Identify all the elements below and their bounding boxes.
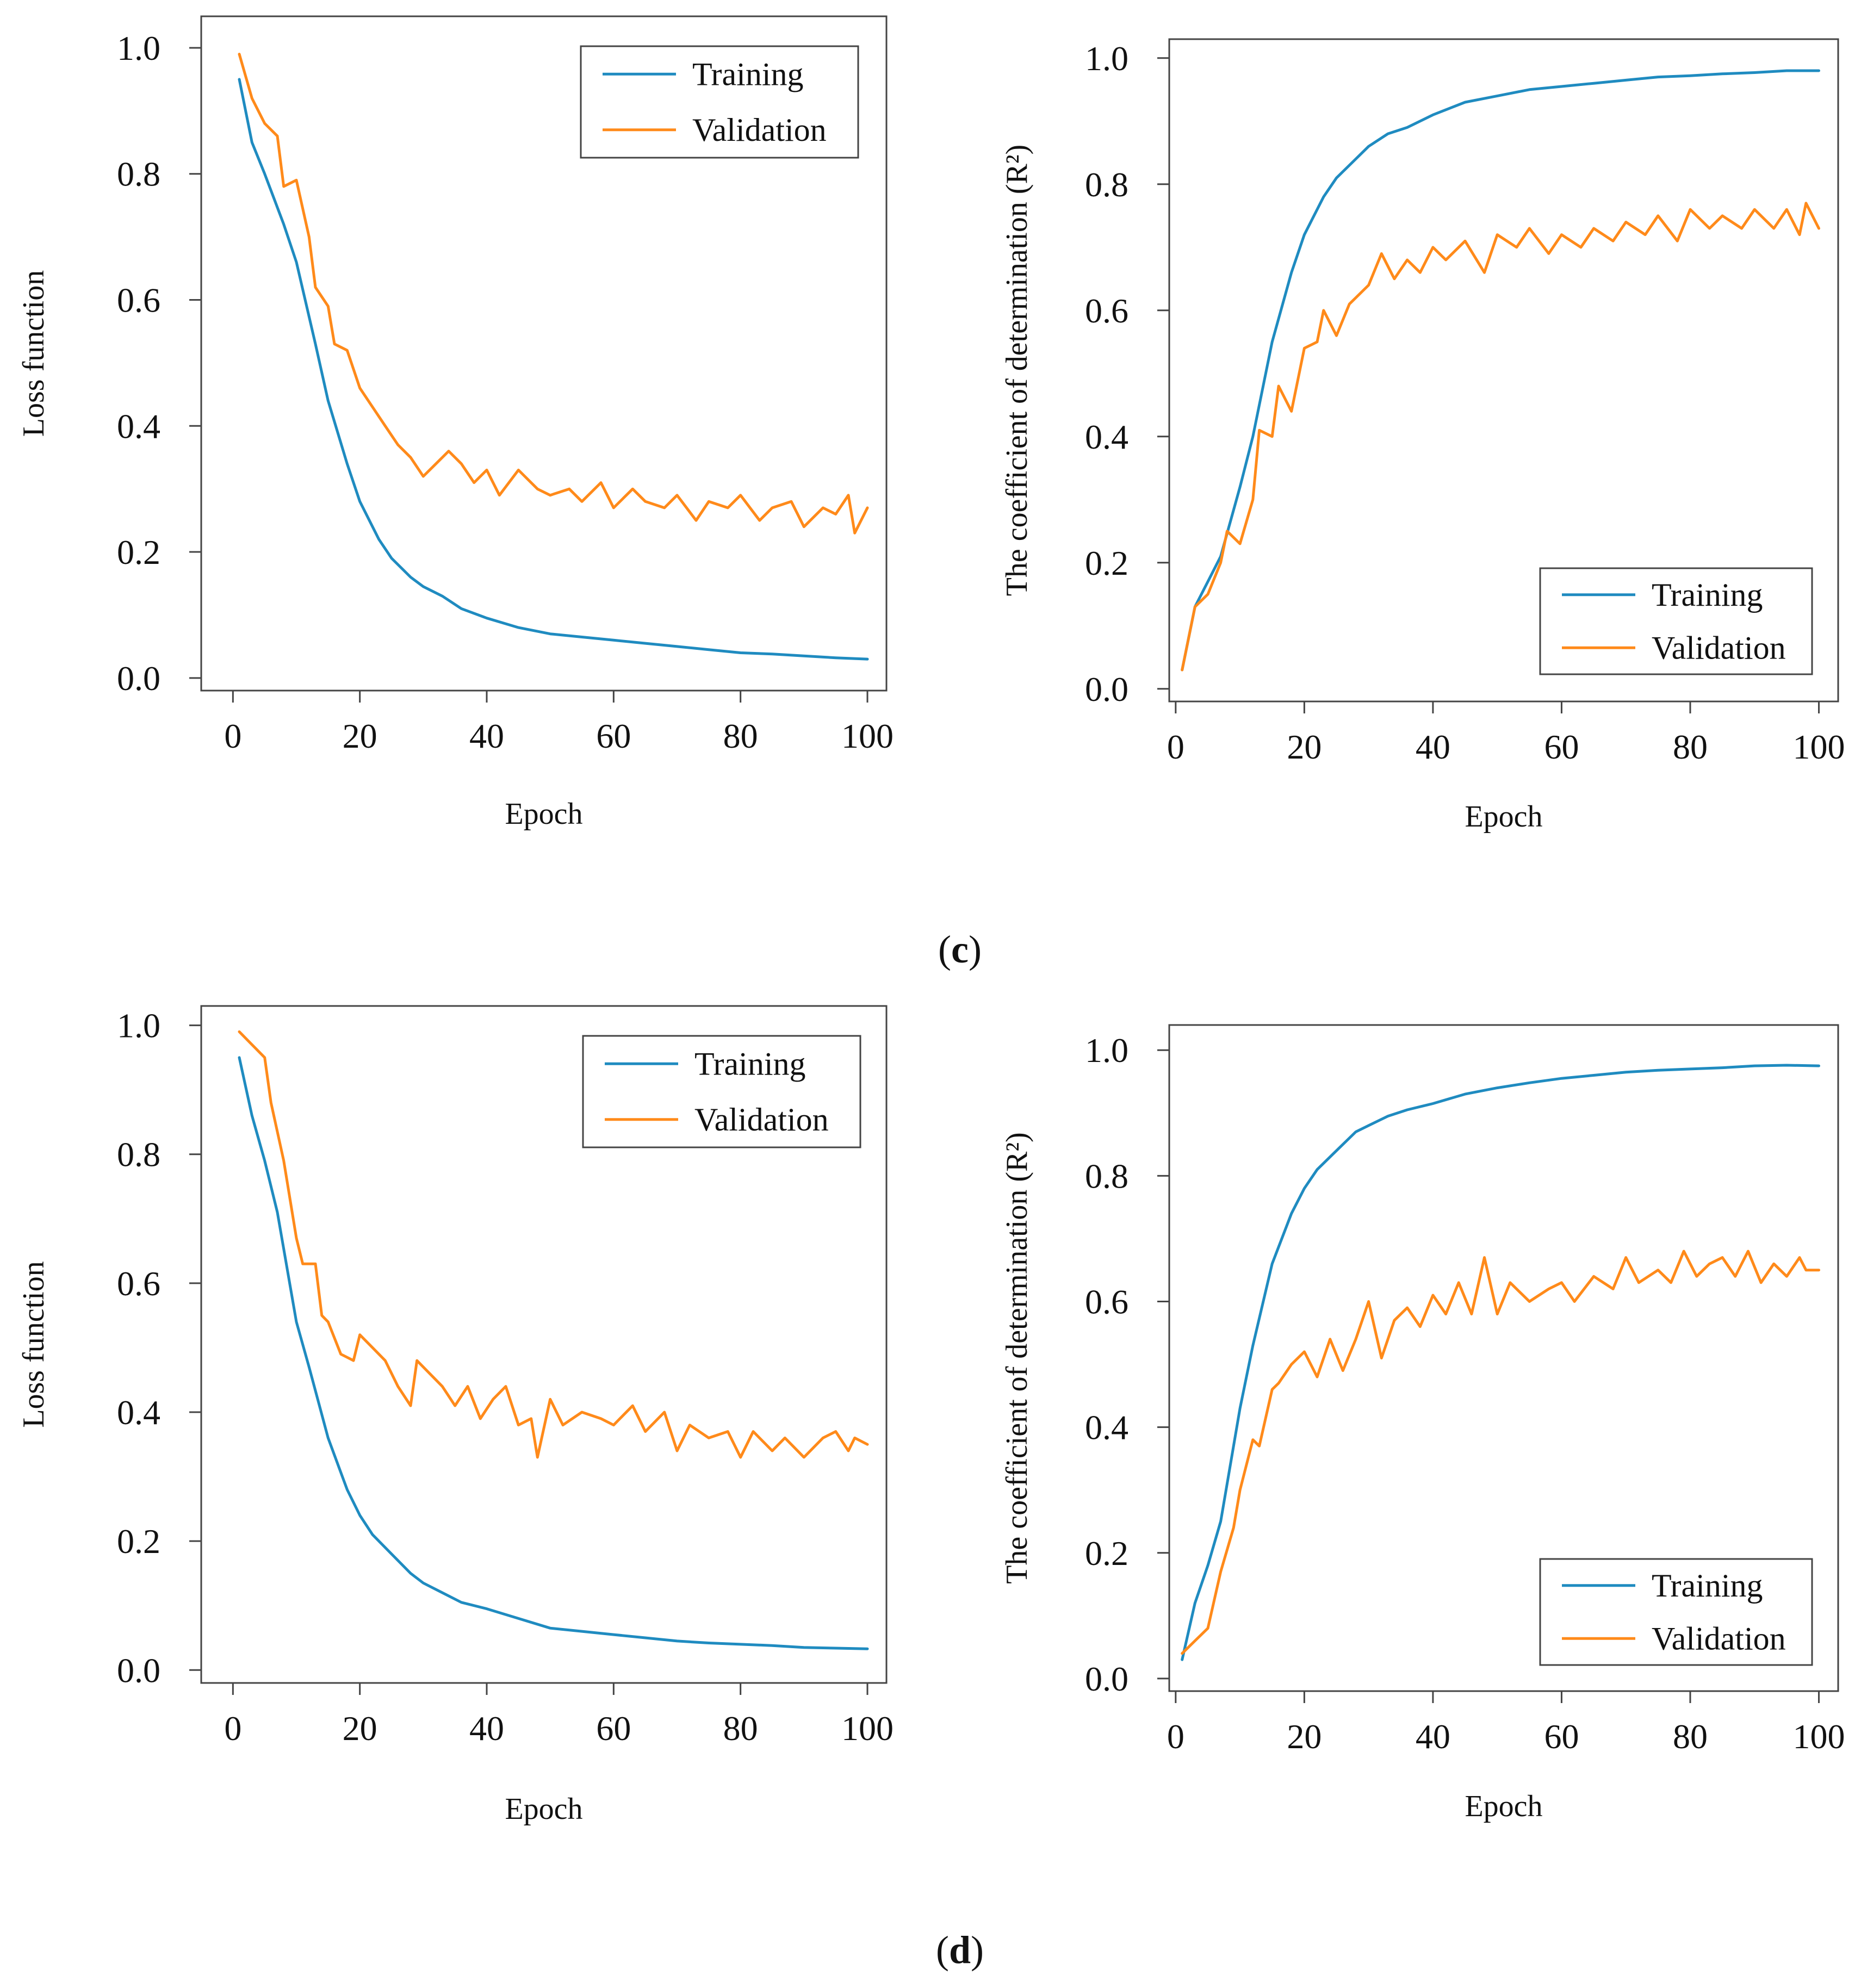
legend-label-training: Training — [692, 56, 804, 92]
plot-frame — [1168, 38, 1839, 703]
series-line-validation — [238, 1030, 869, 1459]
y-tick-label: 0.0 — [1085, 1660, 1128, 1698]
y-tick-label: 0.4 — [1085, 1408, 1128, 1447]
legend-box — [580, 45, 859, 159]
panel-label-c: (c) — [938, 928, 982, 971]
x-tick-label: 0 — [1167, 1717, 1184, 1756]
y-tick-label: 0.0 — [1085, 670, 1128, 709]
x-tick-label: 40 — [469, 717, 504, 755]
y-tick-label: 0.6 — [117, 281, 160, 319]
y-tick-label: 0.4 — [1085, 418, 1128, 456]
legend-label-training: Training — [1652, 577, 1763, 613]
legend-box — [582, 1035, 861, 1148]
x-axis-title: Epoch — [1465, 800, 1542, 834]
y-tick-label: 0.6 — [1085, 1282, 1128, 1321]
chart-d-r2: 0 20 40 60 80 100 0.0 0.2 0.4 0.6 0.8 1.0 Epoch The c… — [1000, 1024, 1845, 1823]
x-tick-label: 0 — [224, 717, 241, 755]
y-tick-label: 1.0 — [117, 29, 160, 67]
legend: Training Validation — [580, 45, 859, 159]
x-axis-title: Epoch — [505, 797, 582, 831]
y-tick-label: 0.2 — [1085, 544, 1128, 582]
legend-label-training: Training — [1652, 1568, 1763, 1604]
x-tick-label: 20 — [343, 717, 377, 755]
y-tick-label: 0.6 — [117, 1264, 160, 1303]
x-tick-label: 40 — [469, 1709, 504, 1748]
chart-d-loss: 0 20 40 60 80 100 0.0 0.2 0.4 0.6 0.8 1.0 Epoch Loss … — [17, 1005, 894, 1826]
legend-label-validation: Validation — [1652, 630, 1786, 666]
x-tick-label: 60 — [1544, 728, 1579, 766]
y-tick-label: 0.8 — [117, 155, 160, 194]
y-tick-label: 0.8 — [1085, 1157, 1128, 1195]
x-tick-label: 100 — [1793, 728, 1845, 766]
y-tick-label: 0.6 — [1085, 291, 1128, 330]
x-tick-label: 0 — [224, 1709, 241, 1748]
x-tick-label: 80 — [1673, 728, 1708, 766]
legend-label-validation: Validation — [692, 112, 827, 148]
series-line-validation — [1181, 1250, 1820, 1655]
y-tick-label: 0.8 — [1085, 165, 1128, 204]
chart-c-loss: 0 20 40 60 80 100 0.0 0.2 0.4 0.6 0.8 1.0 Epoch Loss … — [17, 15, 894, 831]
x-tick-label: 20 — [1287, 1717, 1322, 1756]
x-tick-label: 100 — [841, 717, 894, 755]
y-tick-label: 1.0 — [1085, 39, 1128, 78]
y-tick-label: 0.4 — [117, 407, 160, 445]
legend: Training Validation — [582, 1035, 861, 1148]
x-tick-label: 60 — [1544, 1717, 1579, 1756]
series-line-training — [1181, 69, 1820, 672]
series-line-validation — [238, 53, 869, 535]
x-tick-label: 80 — [723, 1709, 758, 1748]
x-tick-label: 100 — [1793, 1717, 1845, 1756]
y-axis-title: Loss function — [17, 1261, 51, 1427]
x-tick-label: 80 — [723, 717, 758, 755]
series-line-training — [238, 1056, 869, 1650]
legend-box — [1539, 567, 1813, 675]
legend-box — [1539, 1558, 1813, 1666]
legend-label-validation: Validation — [694, 1102, 829, 1138]
y-tick-label: 0.2 — [1085, 1534, 1128, 1573]
y-tick-label: 0.4 — [117, 1393, 160, 1432]
x-tick-label: 80 — [1673, 1717, 1708, 1756]
x-tick-label: 40 — [1416, 1717, 1450, 1756]
plot-frame — [1168, 1024, 1839, 1692]
x-axis-title: Epoch — [505, 1792, 582, 1826]
x-tick-label: 20 — [343, 1709, 377, 1748]
y-axis-title: The coefficient of determination (R²) — [1000, 145, 1034, 597]
series-line-training — [1181, 1064, 1820, 1661]
series-line-training — [238, 78, 869, 661]
x-tick-label: 100 — [841, 1709, 894, 1748]
y-tick-label: 1.0 — [1085, 1031, 1128, 1070]
y-tick-label: 0.0 — [117, 659, 160, 698]
x-tick-label: 40 — [1416, 728, 1450, 766]
x-tick-label: 60 — [596, 1709, 631, 1748]
plot-frame — [200, 15, 888, 692]
y-tick-label: 0.0 — [117, 1651, 160, 1689]
x-axis-title: Epoch — [1465, 1790, 1542, 1823]
y-axis-title: Loss function — [17, 270, 51, 437]
legend-label-validation: Validation — [1652, 1620, 1786, 1656]
y-tick-label: 0.8 — [117, 1135, 160, 1174]
y-axis-title: The coefficient of determination (R²) — [1000, 1132, 1034, 1584]
series-line-validation — [1181, 202, 1820, 672]
chart-c-r2: 0 20 40 60 80 100 0.0 0.2 0.4 0.6 0.8 1.0 Epoch The c… — [1000, 38, 1845, 834]
x-tick-label: 0 — [1167, 728, 1184, 766]
x-tick-label: 20 — [1287, 728, 1322, 766]
legend: Training Validation — [1539, 1558, 1813, 1666]
y-tick-label: 1.0 — [117, 1007, 160, 1045]
legend: Training Validation — [1539, 567, 1813, 675]
legend-label-training: Training — [694, 1046, 806, 1082]
y-tick-label: 0.2 — [117, 533, 160, 571]
plot-frame — [200, 1005, 888, 1684]
y-tick-label: 0.2 — [117, 1522, 160, 1561]
x-tick-label: 60 — [596, 717, 631, 755]
panel-label-d: (d) — [936, 1928, 984, 1972]
